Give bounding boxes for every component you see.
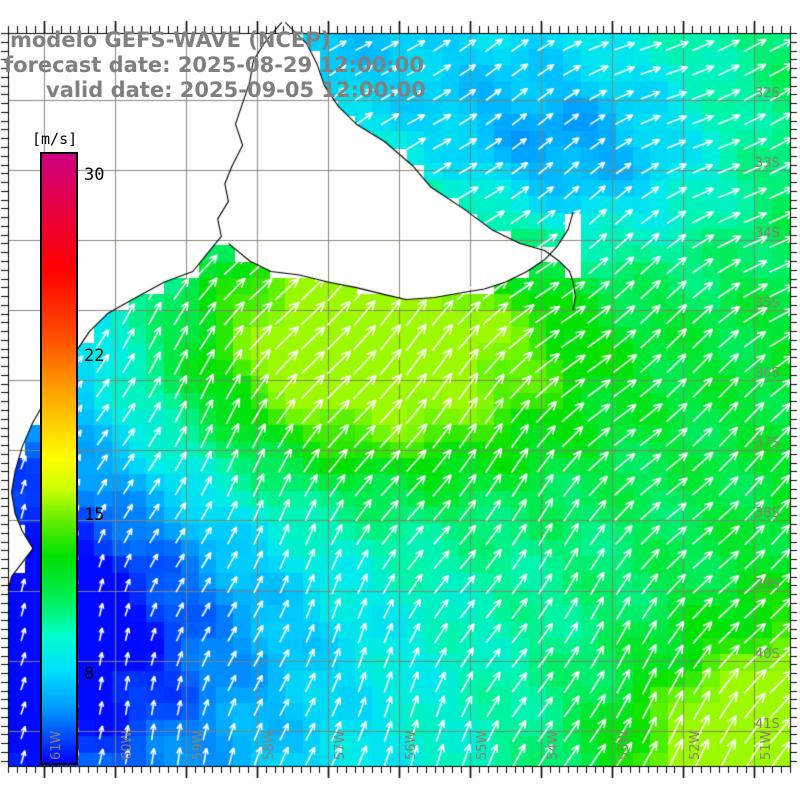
forecast-map-view: modelo GEFS-WAVE (NCEP) forecast date: 2…	[0, 0, 800, 800]
wind-speed-field-canvas	[0, 0, 800, 800]
